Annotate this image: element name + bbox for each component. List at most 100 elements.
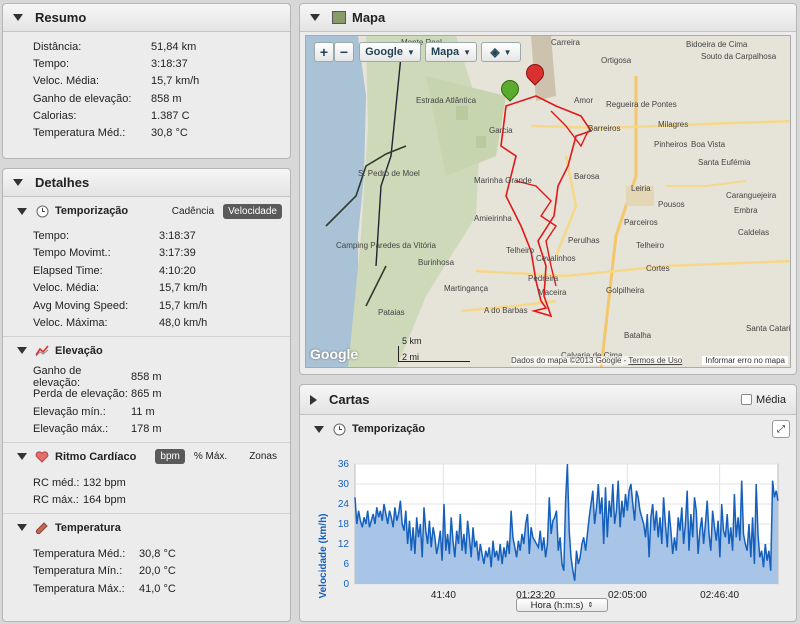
map-place-label: S. Pedro de Moel <box>358 169 420 178</box>
stat-label: Distância: <box>33 40 82 53</box>
temperatura-section-header[interactable]: Temperatura <box>3 513 290 541</box>
clock-icon <box>332 422 346 436</box>
track-route <box>550 110 589 148</box>
layers-button[interactable]: ◈ ▼ <box>481 42 521 62</box>
map-place-label: Golpilheira <box>606 286 645 295</box>
provider-label: Google <box>365 46 403 58</box>
collapse-triangle-icon[interactable] <box>17 207 27 215</box>
map-place-label: Amor <box>574 96 594 105</box>
collapse-triangle-icon[interactable] <box>13 179 23 186</box>
x-tick-label: 01:23:20 <box>516 590 555 601</box>
map-provider-select[interactable]: Google ▼ <box>359 42 421 62</box>
map-place-label: Telheiro <box>506 246 535 255</box>
chart-title: Temporização <box>352 423 426 435</box>
stat-label: Veloc. Média: <box>33 75 100 88</box>
cartas-header[interactable]: Cartas Média <box>300 385 796 415</box>
stat-label: Temperatura Méd.: <box>33 547 126 560</box>
stat-label: Tempo: <box>33 57 70 70</box>
map-place-label: Telheiro <box>636 241 665 250</box>
collapse-triangle-icon[interactable] <box>17 347 27 354</box>
stat-label: RC méd.: <box>33 476 80 489</box>
y-tick-label: 24 <box>338 499 350 510</box>
expand-icon[interactable]: ⤢ <box>772 420 790 438</box>
tab-velocidade[interactable]: Velocidade <box>223 203 282 219</box>
scale-bar: 5 km 2 mi <box>398 336 470 362</box>
stat-value: 865 m <box>131 388 162 401</box>
stat-label: Elapsed Time: <box>33 264 103 277</box>
stat-label: Elevação mín.: <box>33 405 106 418</box>
terms-link[interactable]: Termos de Uso <box>628 356 683 365</box>
map-place-label: Souto da Carpalhosa <box>701 52 777 61</box>
map-type-select[interactable]: Mapa ▼ <box>425 42 477 62</box>
stat-label: Temperatura Méd.: <box>33 127 126 140</box>
stat-row: RC máx.: 164 bpm <box>33 492 290 510</box>
sea-coast <box>306 36 366 367</box>
map-place-label: Santa Catarina <box>746 324 791 333</box>
chart-section-header[interactable]: Temporização ⤢ <box>300 415 796 443</box>
collapse-triangle-icon[interactable] <box>17 524 27 531</box>
x-ticks: 41:40 01:23:20 02:05:00 02:46:40 <box>431 590 740 601</box>
media-label: Média <box>756 393 786 406</box>
highway-line <box>554 155 578 257</box>
ritmo-title: Ritmo Cardíaco <box>55 450 137 463</box>
zoom-in-button[interactable]: + <box>314 42 334 62</box>
temporizacao-rows: Tempo: 3:18:37 Tempo Movimt.: 3:17:39 Elapse… <box>3 225 290 336</box>
x-axis-select[interactable]: Hora (h:m:s) ⇕ <box>516 598 608 612</box>
map-place-label: Burinhosa <box>418 258 455 267</box>
map-place-label: Cevalinhos <box>536 254 576 263</box>
stat-row: Elevação máx.: 178 m <box>33 421 290 439</box>
stat-label: Tempo: <box>33 229 70 242</box>
stat-value: 20,0 °C <box>139 565 176 578</box>
stat-value: 48,0 km/h <box>159 317 208 330</box>
map-place-label: Pedreira <box>528 274 559 283</box>
mapa-title: Mapa <box>352 10 386 25</box>
report-error-link[interactable]: Informar erro no mapa <box>702 356 788 365</box>
map-place-label: Cortes <box>646 264 670 273</box>
stat-value: 15,7 km/h <box>159 299 208 312</box>
expand-triangle-icon[interactable] <box>310 394 317 405</box>
y-tick-label: 6 <box>343 559 349 570</box>
resumo-rows: Distância: 51,84 km Tempo: 3:18:37 Veloc. Mé… <box>3 32 290 142</box>
resumo-header[interactable]: Resumo <box>3 4 290 32</box>
highway-line <box>475 259 790 278</box>
x-tick-label: 02:05:00 <box>608 590 647 601</box>
stat-row: Veloc. Média: 15,7 km/h <box>33 280 290 298</box>
stat-row: Avg Moving Speed: 15,7 km/h <box>33 297 290 315</box>
stat-row: Tempo: 3:18:37 <box>33 55 290 72</box>
stat-label: Calorias: <box>33 109 77 122</box>
stat-label: Elevação máx.: <box>33 423 109 436</box>
ritmo-rows: RC méd.: 132 bpm RC máx.: 164 bpm <box>3 470 290 513</box>
zoom-out-button[interactable]: − <box>334 42 354 62</box>
media-checkbox[interactable] <box>741 394 753 405</box>
collapse-triangle-icon[interactable] <box>314 425 324 433</box>
mapa-header[interactable]: Mapa <box>300 4 796 32</box>
ritmo-section-header[interactable]: Ritmo Cardíaco bpm % Máx. Zonas <box>3 442 290 470</box>
temporizacao-section-header[interactable]: Temporização Cadência Velocidade <box>3 197 290 225</box>
stat-row: Veloc. Máxima: 48,0 km/h <box>33 315 290 333</box>
speed-line <box>354 463 779 581</box>
layers-icon: ◈ <box>490 45 500 59</box>
map-place-label: Caranguejeira <box>726 191 777 200</box>
elevacao-section-header[interactable]: Elevação <box>3 336 290 364</box>
stat-row: Distância: 51,84 km <box>33 38 290 55</box>
forest-area <box>426 76 506 176</box>
map-place-label: Embra <box>734 206 758 215</box>
map-place-label: Carreira <box>551 38 580 47</box>
stat-value: 51,84 km <box>151 40 197 53</box>
collapse-triangle-icon[interactable] <box>17 453 27 460</box>
stat-label: Tempo Movimt.: <box>33 247 111 260</box>
map-view[interactable]: Monte Real Carreira Bidoeira de Cima Ortigo… <box>305 35 791 368</box>
tab-bpm[interactable]: bpm <box>155 449 185 464</box>
map-place-label: Pinheiros <box>654 140 688 149</box>
detalhes-header[interactable]: Detalhes <box>3 169 290 197</box>
tab-pct-max[interactable]: % Máx. <box>193 451 228 462</box>
map-place-label: Ortigosa <box>601 56 632 65</box>
chevron-down-icon: ▼ <box>406 47 415 57</box>
tab-cadencia[interactable]: Cadência <box>171 205 215 217</box>
road-line <box>325 145 407 227</box>
collapse-triangle-icon[interactable] <box>310 14 320 21</box>
collapse-triangle-icon[interactable] <box>13 14 23 21</box>
stat-value: 164 bpm <box>83 494 126 507</box>
tab-zonas[interactable]: Zonas <box>249 451 277 462</box>
speed-chart: 0 6 12 18 24 30 36 41:40 01:23:20 02:05:00 02:46:… <box>318 459 779 601</box>
